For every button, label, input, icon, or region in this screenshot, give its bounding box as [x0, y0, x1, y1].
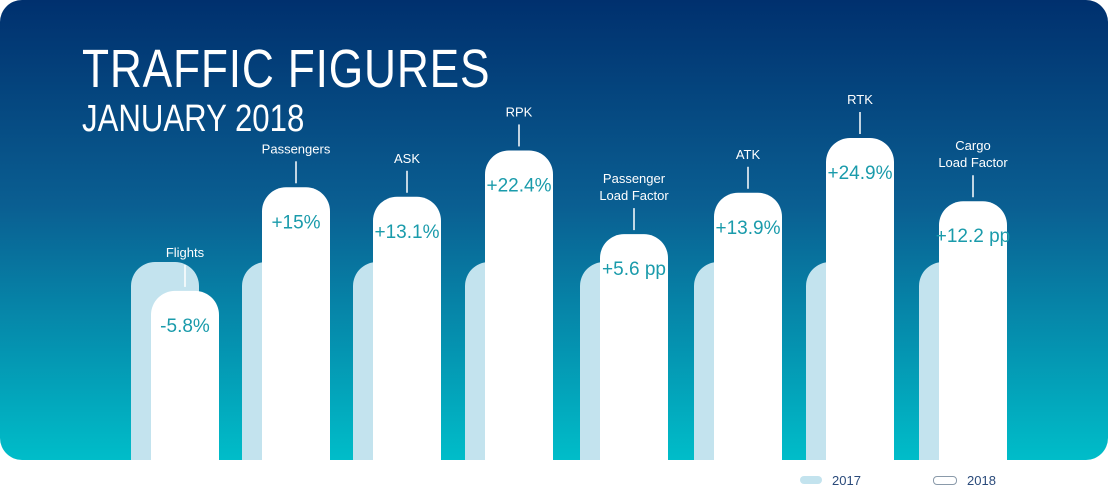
value-label-passenger-load-factor: +5.6 pp	[602, 259, 666, 280]
category-label-cargo-load-factor-line-1: Cargo	[955, 138, 990, 153]
category-label-passenger-load-factor-line-2: Load Factor	[599, 188, 669, 203]
category-label-atk: ATK	[736, 147, 761, 162]
legend-swatch-2018	[933, 475, 957, 485]
chart-panel: -5.8% Flights +15% Passengers +13.1% ASK +22.4…	[0, 0, 1108, 460]
value-label-passengers: +15%	[271, 212, 320, 233]
chart-title: TRAFFIC FIGURES	[82, 39, 491, 99]
legend-label-2017: 2017	[832, 472, 861, 488]
value-label-rpk: +22.4%	[487, 175, 552, 196]
value-label-atk: +13.9%	[716, 218, 781, 239]
bar-2018-passengers	[262, 187, 330, 460]
bar-2018-passenger-load-factor	[600, 234, 668, 460]
category-label-ask: ASK	[394, 151, 420, 166]
bar-2018-rtk	[826, 138, 894, 460]
chart-subtitle: JANUARY 2018	[82, 98, 305, 140]
bar-2018-flights	[151, 290, 219, 460]
value-label-rtk: +24.9%	[828, 163, 893, 184]
bar-2018-atk	[714, 192, 782, 460]
chart-canvas: -5.8% Flights +15% Passengers +13.1% ASK +22.4…	[0, 0, 1108, 460]
bar-2018-ask	[373, 196, 441, 460]
category-label-passengers: Passengers	[262, 141, 331, 156]
value-label-cargo-load-factor: +12.2 pp	[936, 226, 1011, 247]
category-label-flights: Flights	[166, 245, 205, 260]
value-label-flights: -5.8%	[160, 316, 210, 337]
bar-2018-rpk	[485, 150, 553, 460]
bar-2018-cargo-load-factor	[939, 201, 1007, 460]
legend-swatch-2017	[800, 476, 822, 484]
category-label-cargo-load-factor-line-2: Load Factor	[938, 155, 1008, 170]
category-label-rtk: RTK	[847, 92, 873, 107]
legend-item-2017: 2017	[800, 470, 861, 490]
value-label-ask: +13.1%	[375, 222, 440, 243]
legend-item-2018: 2018	[933, 470, 996, 490]
legend-label-2018: 2018	[967, 472, 996, 488]
category-label-rpk: RPK	[506, 104, 533, 119]
category-label-passenger-load-factor-line-1: Passenger	[603, 171, 666, 186]
